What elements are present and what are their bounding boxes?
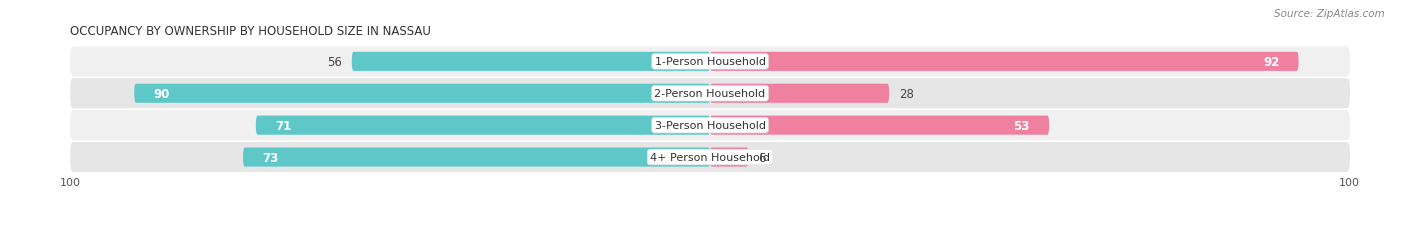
Text: Source: ZipAtlas.com: Source: ZipAtlas.com — [1274, 9, 1385, 19]
FancyBboxPatch shape — [710, 116, 1049, 135]
FancyBboxPatch shape — [710, 52, 1299, 72]
Text: 53: 53 — [1014, 119, 1029, 132]
FancyBboxPatch shape — [352, 52, 710, 72]
Text: 4+ Person Household: 4+ Person Household — [650, 152, 770, 162]
FancyBboxPatch shape — [243, 148, 710, 167]
FancyBboxPatch shape — [256, 116, 710, 135]
Text: 56: 56 — [328, 56, 342, 69]
Text: 2-Person Household: 2-Person Household — [654, 89, 766, 99]
Text: 92: 92 — [1263, 56, 1279, 69]
Text: 28: 28 — [898, 87, 914, 100]
FancyBboxPatch shape — [710, 84, 889, 103]
FancyBboxPatch shape — [70, 143, 1350, 172]
Text: 73: 73 — [262, 151, 278, 164]
Text: 6: 6 — [758, 151, 765, 164]
Text: 90: 90 — [153, 87, 170, 100]
FancyBboxPatch shape — [134, 84, 710, 103]
FancyBboxPatch shape — [70, 47, 1350, 77]
Text: 1-Person Household: 1-Person Household — [655, 57, 765, 67]
Text: 3-Person Household: 3-Person Household — [655, 121, 765, 131]
FancyBboxPatch shape — [70, 79, 1350, 109]
FancyBboxPatch shape — [70, 111, 1350, 140]
FancyBboxPatch shape — [710, 148, 748, 167]
Text: OCCUPANCY BY OWNERSHIP BY HOUSEHOLD SIZE IN NASSAU: OCCUPANCY BY OWNERSHIP BY HOUSEHOLD SIZE… — [70, 25, 432, 38]
Text: 71: 71 — [276, 119, 291, 132]
